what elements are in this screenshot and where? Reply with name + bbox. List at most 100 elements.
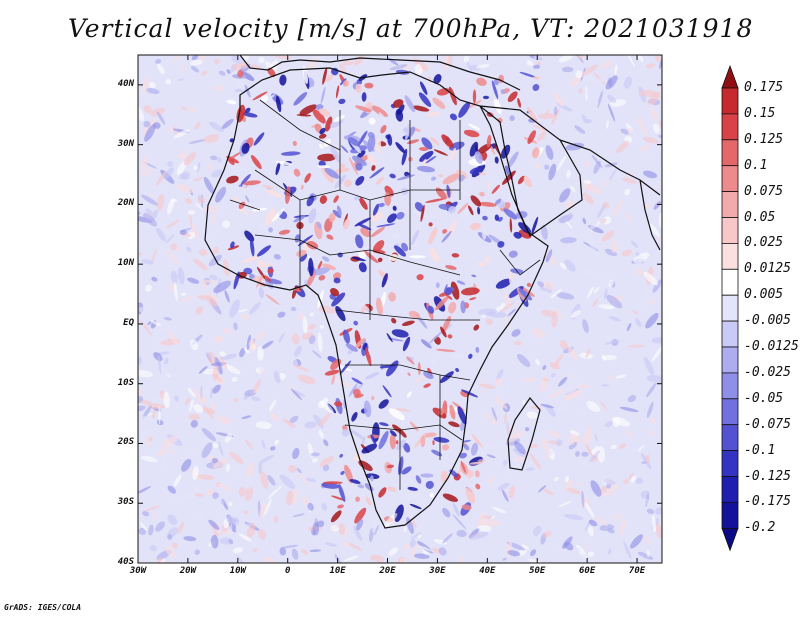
field-patch [494, 214, 500, 221]
field-patch [572, 374, 580, 383]
field-patch [339, 453, 344, 458]
field-patch [311, 458, 319, 463]
field-patch [469, 167, 482, 175]
field-patch [292, 492, 299, 505]
field-patch [222, 220, 231, 229]
field-patch [272, 363, 276, 370]
field-patch [180, 454, 197, 459]
field-patch [239, 348, 246, 358]
field-patch [143, 105, 153, 114]
field-patch [291, 110, 306, 124]
field-patch [365, 347, 372, 367]
field-patch [258, 262, 274, 268]
border-line [345, 364, 471, 381]
field-patch [461, 504, 472, 511]
field-patch [382, 385, 392, 398]
field-patch [191, 484, 202, 494]
field-patch [340, 163, 346, 169]
field-patch [153, 394, 162, 402]
field-patch [558, 500, 573, 508]
field-patch [275, 161, 281, 176]
field-patch [271, 208, 285, 223]
field-patch [159, 456, 166, 469]
africa-coastline [204, 67, 549, 529]
field-patch [187, 387, 196, 399]
field-patch [184, 398, 191, 405]
field-patch [494, 156, 499, 164]
field-patch [163, 317, 172, 321]
field-patch [408, 310, 421, 319]
field-patch [202, 407, 216, 415]
field-patch [543, 488, 555, 496]
field-patch [567, 344, 577, 361]
field-patch [532, 83, 540, 92]
field-patch [180, 292, 187, 296]
field-patch [155, 59, 162, 64]
field-patch [586, 286, 595, 299]
field-patch [289, 415, 299, 424]
field-patch [494, 198, 502, 205]
field-patch [369, 212, 384, 222]
field-patch [471, 434, 484, 449]
field-patch [508, 250, 518, 258]
field-patch [469, 297, 477, 301]
field-patch [458, 101, 471, 118]
field-patch [607, 486, 615, 496]
field-patch [446, 184, 451, 198]
field-patch [431, 449, 443, 457]
field-patch [238, 486, 246, 497]
field-patch [417, 362, 421, 375]
field-patch [181, 149, 188, 160]
field-patch [569, 430, 580, 436]
field-patch [199, 249, 208, 256]
field-patch [153, 511, 158, 521]
field-patch [352, 388, 361, 397]
field-patch [497, 216, 503, 222]
lon-label: 0 [284, 566, 291, 576]
field-patch [236, 555, 246, 563]
field-patch [157, 355, 162, 374]
field-patch [392, 232, 401, 240]
field-patch [168, 449, 174, 455]
colorbar-segment [721, 268, 739, 296]
field-patch [293, 91, 308, 106]
field-patch [430, 358, 437, 363]
field-patch [491, 506, 507, 514]
field-patch [138, 395, 144, 403]
field-patch [575, 70, 583, 79]
field-patch [475, 483, 481, 490]
field-patch [330, 146, 341, 164]
field-patch [468, 353, 473, 359]
field-patch [591, 154, 603, 169]
field-patch [241, 256, 259, 263]
colorbar-segment [721, 398, 739, 426]
lat-label: EQ [123, 317, 134, 328]
field-patch [541, 224, 548, 240]
field-patch [423, 371, 434, 380]
velocity-field [138, 55, 662, 563]
field-patch [653, 201, 661, 210]
field-patch [286, 490, 294, 506]
field-patch [587, 234, 597, 252]
field-patch [191, 55, 199, 61]
field-patch [300, 472, 309, 487]
field-patch [344, 464, 354, 484]
field-patch [637, 444, 645, 452]
field-patch [245, 473, 254, 490]
field-patch [511, 329, 521, 337]
colorbar-level-label: 0.1 [744, 157, 768, 173]
field-patch [605, 119, 609, 130]
field-patch [448, 421, 460, 428]
colorbar-level-label: 0.05 [744, 209, 776, 225]
field-patch [312, 522, 320, 536]
field-patch [160, 372, 178, 377]
field-patch [351, 412, 358, 422]
lon-label: 20E [379, 566, 396, 576]
field-patch [491, 184, 500, 194]
field-patch [333, 277, 341, 284]
field-patch [598, 304, 615, 310]
field-patch [358, 262, 367, 273]
border-line [254, 234, 461, 276]
lat-label: 10S [117, 377, 134, 388]
